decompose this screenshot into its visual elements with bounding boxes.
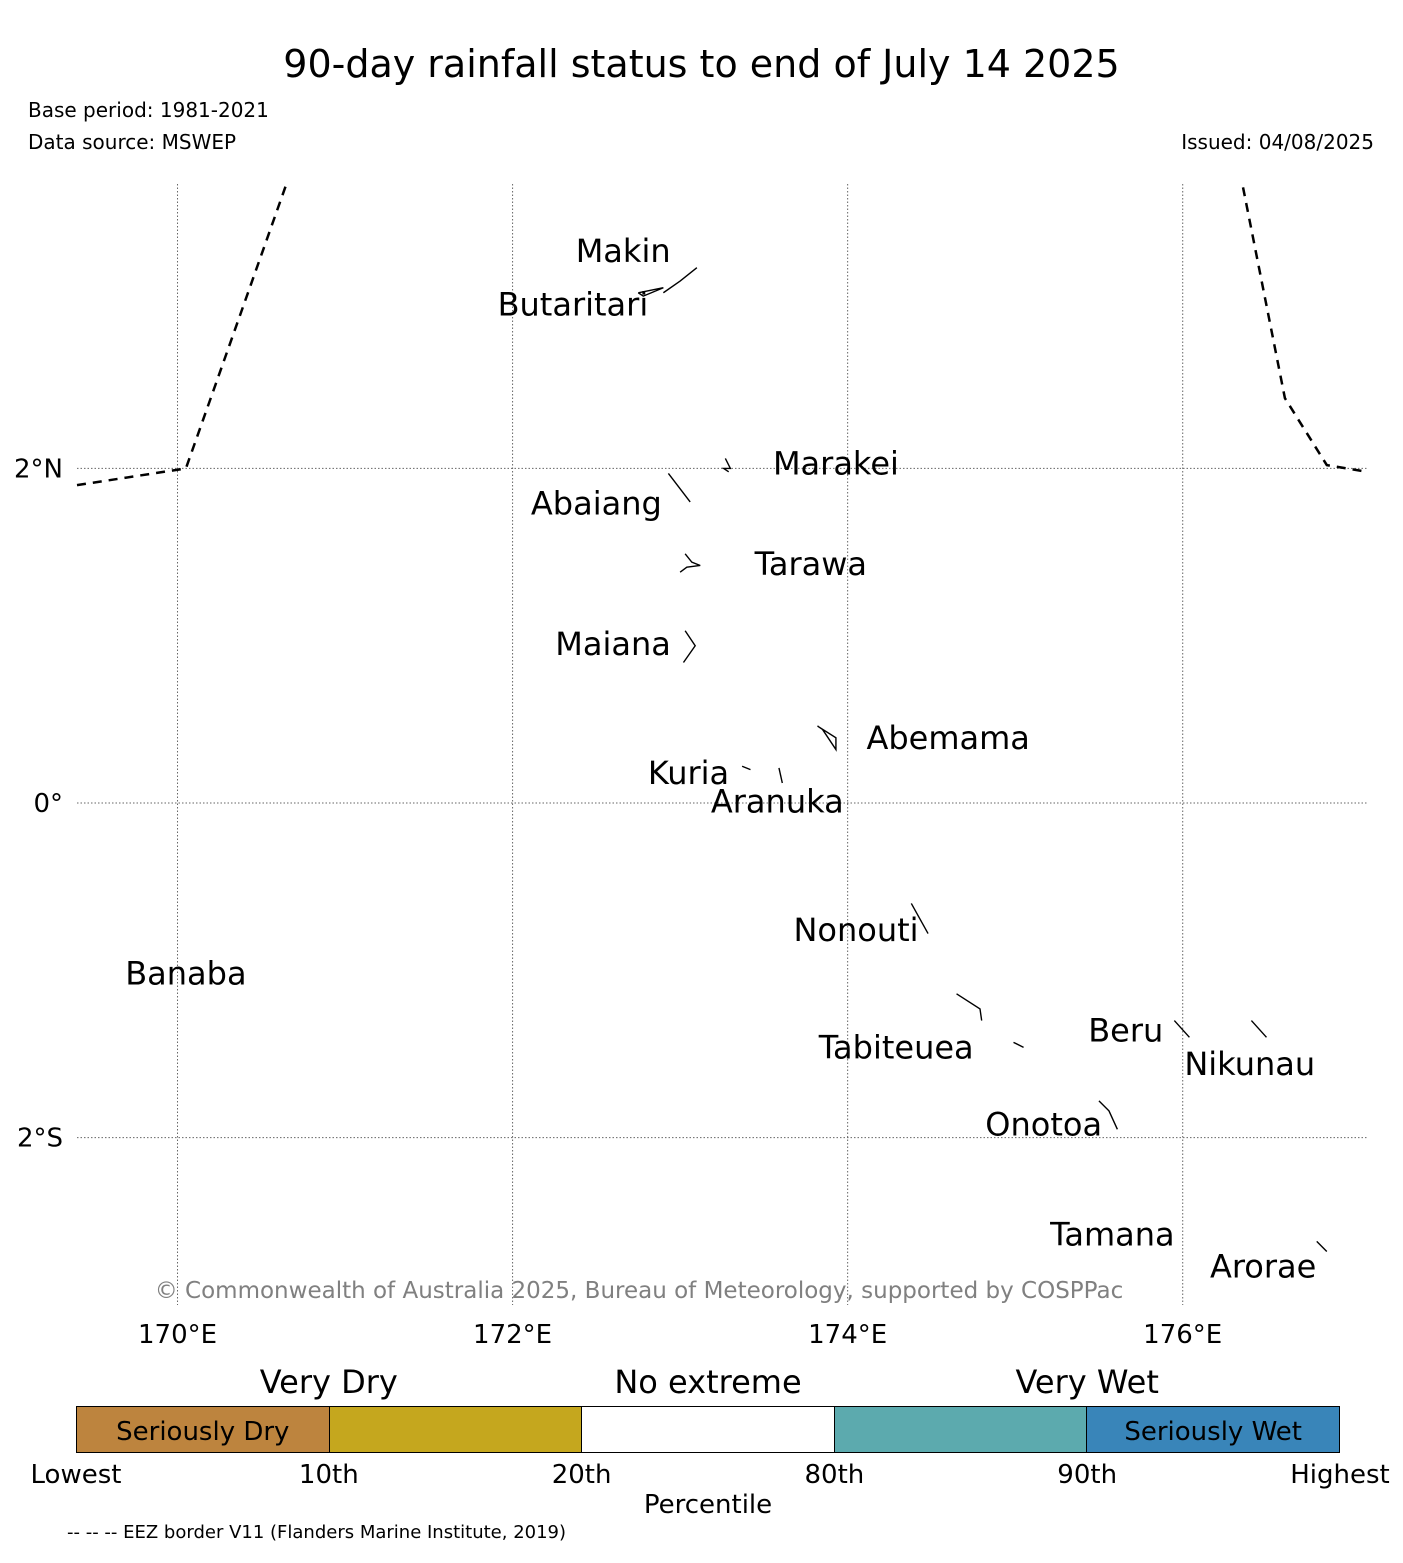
- island-label: Aranuka: [711, 782, 844, 820]
- island-outline: [637, 287, 664, 297]
- island-outline: [682, 630, 697, 663]
- island-outline: [741, 765, 751, 771]
- island-label: Tamana: [1049, 1216, 1175, 1254]
- island-label: Arorae: [1210, 1248, 1316, 1286]
- lat-tick-label: 2°N: [14, 454, 63, 484]
- eez-footnote: -- -- -- EEZ border V11 (Flanders Marine…: [67, 1522, 567, 1543]
- axis-tick-labels: 170°E 172°E 174°E 176°E 2°N 0° 2°S: [14, 454, 1222, 1350]
- eez-border-line: [76, 183, 288, 487]
- island-label: Marakei: [773, 444, 899, 482]
- eez-border: [76, 183, 1368, 487]
- island-outline: [679, 553, 701, 573]
- island-label: Makin: [576, 232, 671, 270]
- island-outlines: [637, 267, 1328, 1252]
- gridlines: [77, 184, 1367, 1305]
- island-outline: [910, 903, 929, 934]
- copyright-notice: © Commonwealth of Australia 2025, Bureau…: [155, 1278, 1124, 1304]
- island-label: Abaiang: [531, 485, 662, 523]
- data-source: Data source: MSWEP: [28, 130, 237, 154]
- lon-tick-label: 174°E: [808, 1320, 887, 1350]
- lat-tick-label: 2°S: [17, 1124, 63, 1154]
- island-label: Beru: [1088, 1012, 1163, 1050]
- island-outline: [817, 725, 837, 752]
- island-outline: [1173, 1020, 1190, 1038]
- issued-date: Issued: 04/08/2025: [1181, 130, 1374, 154]
- island-outline: [1098, 1100, 1119, 1130]
- map-title: 90-day rainfall status to end of July 14…: [283, 42, 1120, 86]
- island-label: Tabiteuea: [818, 1028, 974, 1066]
- lon-tick-label: 176°E: [1143, 1320, 1222, 1350]
- island-label: Maiana: [555, 625, 671, 663]
- island-outline: [1013, 1041, 1024, 1048]
- island-outline: [1316, 1240, 1328, 1252]
- island-label: Butaritari: [498, 285, 649, 323]
- island-label: Abemama: [866, 719, 1029, 757]
- lat-tick-label: 0°: [33, 789, 63, 819]
- base-period: Base period: 1981-2021: [28, 98, 269, 122]
- island-label: Tarawa: [754, 545, 867, 583]
- island-outline: [778, 767, 783, 784]
- island-label: Banaba: [125, 955, 246, 993]
- island-outline: [956, 993, 983, 1021]
- island-label: Onotoa: [985, 1105, 1102, 1143]
- island-outline: [1250, 1020, 1268, 1038]
- island-labels: Makin Butaritari Marakei Abaiang Tarawa Maian…: [125, 232, 1316, 1286]
- eez-border-line: [1241, 187, 1368, 474]
- lon-tick-label: 172°E: [473, 1320, 552, 1350]
- lon-tick-label: 170°E: [138, 1320, 217, 1350]
- island-outline: [662, 267, 698, 294]
- island-label: Nonouti: [793, 911, 918, 949]
- island-label: Kuria: [648, 754, 729, 792]
- island-outline: [721, 458, 732, 473]
- island-label: Nikunau: [1184, 1045, 1315, 1083]
- island-outline: [667, 473, 691, 503]
